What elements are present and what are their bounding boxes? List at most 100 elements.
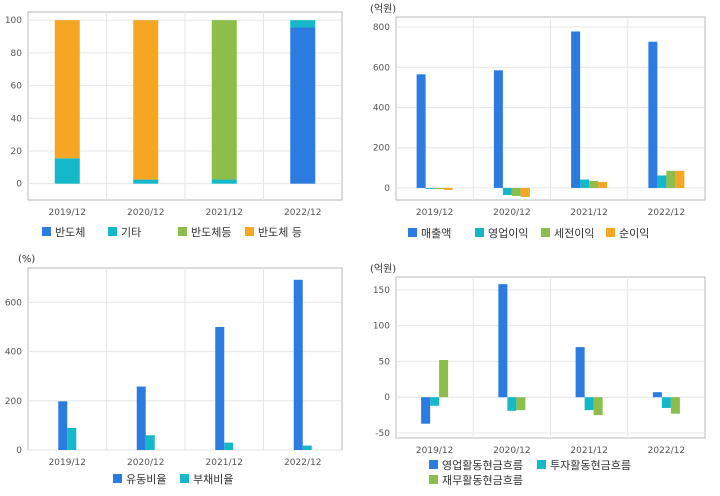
- y-tick-label: 400: [5, 348, 22, 358]
- legend-swatch: [475, 228, 484, 237]
- legend-label: 부채비율: [193, 473, 233, 486]
- x-tick-label: 2021/12: [206, 208, 243, 218]
- bar: [598, 181, 608, 188]
- bar: [675, 170, 685, 188]
- bar: [211, 179, 237, 184]
- legend-label: 반도체 등: [258, 226, 302, 239]
- bar: [493, 70, 503, 188]
- bar: [648, 41, 658, 188]
- y-tick-label: 150: [373, 286, 390, 296]
- legend-swatch: [113, 474, 122, 483]
- legend-swatch: [42, 227, 51, 236]
- bar: [507, 397, 517, 411]
- unit-label: (억원): [370, 3, 396, 15]
- bar: [224, 442, 234, 450]
- legend-label: 반도체등: [191, 226, 231, 239]
- bar: [589, 180, 599, 188]
- bar: [661, 397, 671, 408]
- legend-label: 영업활동현금흐름: [442, 458, 523, 472]
- bar: [520, 187, 530, 197]
- bar: [511, 187, 521, 196]
- y-tick-label: 60: [11, 82, 23, 92]
- bar: [498, 284, 508, 398]
- legend-label: 유동비율: [126, 473, 166, 486]
- y-tick-label: 0: [16, 446, 22, 456]
- bar: [67, 427, 77, 450]
- y-tick-label: 0: [384, 393, 390, 403]
- x-tick-label: 2020/12: [493, 446, 530, 456]
- x-tick-label: 2020/12: [493, 208, 530, 218]
- legend-label: 세전이익: [554, 227, 594, 240]
- legend-label: 투자활동현금흐름: [550, 458, 631, 472]
- legend-swatch: [178, 227, 187, 236]
- y-tick-label: -50: [375, 429, 390, 439]
- y-tick-label: 0: [384, 184, 390, 194]
- legend-swatch: [429, 460, 438, 469]
- bar: [290, 27, 316, 184]
- bar: [215, 327, 225, 450]
- bar: [516, 397, 526, 411]
- bar: [145, 435, 155, 450]
- bar: [434, 187, 444, 189]
- y-tick-label: 600: [5, 298, 22, 308]
- x-tick-label: 2019/12: [49, 458, 86, 468]
- legend-label: 반도체: [55, 226, 85, 239]
- bar: [136, 386, 146, 450]
- x-tick-label: 2019/12: [416, 446, 453, 456]
- bar: [439, 360, 449, 398]
- x-tick-label: 2022/12: [284, 208, 321, 218]
- y-tick-label: 50: [379, 357, 391, 367]
- y-tick-label: 200: [5, 397, 22, 407]
- legend-swatch: [245, 227, 254, 236]
- bar: [421, 397, 431, 424]
- x-tick-label: 2021/12: [570, 446, 607, 456]
- bar: [133, 20, 159, 180]
- legend-swatch: [108, 227, 117, 236]
- bar: [416, 74, 426, 188]
- bar: [290, 20, 316, 28]
- bar: [666, 170, 676, 188]
- bar: [584, 397, 594, 411]
- bar: [580, 179, 590, 188]
- legend-swatch: [541, 228, 550, 237]
- legend-label: 매출액: [421, 227, 451, 240]
- y-tick-label: 800: [373, 23, 390, 33]
- chart-ratios: 0 200 400 600 (%) 2019/12 2020/12 2021/12 2022/1…: [5, 254, 343, 486]
- y-tick-label: 400: [373, 103, 390, 113]
- y-tick-label: 0: [16, 180, 22, 190]
- bar: [425, 187, 435, 189]
- bar: [58, 401, 68, 450]
- y-tick-label: 100: [373, 322, 390, 332]
- y-tick-label: 100: [5, 16, 22, 26]
- bar: [652, 392, 662, 398]
- x-tick-label: 2019/12: [416, 208, 453, 218]
- y-tick-label: 200: [373, 144, 390, 154]
- bar: [443, 187, 453, 190]
- legend-label: 기타: [121, 226, 141, 239]
- legend-label: 영업이익: [488, 227, 528, 240]
- legend-swatch: [180, 474, 189, 483]
- y-tick-label: 600: [373, 63, 390, 73]
- bar: [657, 175, 667, 188]
- chart-cashflow: -50 0 50 100 150 (억원) 2019/12 2020/12 2021/12 202…: [370, 263, 706, 487]
- x-tick-label: 2022/12: [648, 446, 685, 456]
- x-tick-label: 2020/12: [127, 208, 164, 218]
- bar: [670, 397, 680, 414]
- y-tick-label: 80: [11, 49, 23, 59]
- y-tick-label: 20: [11, 147, 23, 157]
- legend-swatch: [606, 228, 615, 237]
- bar: [593, 397, 603, 416]
- chart-composition: 0 20 40 60 80 100 2019/12 2020/12 2021/12 2022/12…: [5, 11, 343, 239]
- y-tick-label: 40: [11, 114, 23, 124]
- x-tick-label: 2022/12: [284, 458, 321, 468]
- unit-label: (억원): [370, 263, 396, 275]
- bar: [54, 20, 80, 159]
- bar: [54, 158, 80, 184]
- legend-label: 순이익: [619, 227, 649, 240]
- bar: [502, 187, 512, 195]
- bar: [302, 445, 312, 450]
- bar: [430, 397, 440, 406]
- legend-swatch: [429, 475, 438, 484]
- legend-swatch: [408, 228, 417, 237]
- unit-label: (%): [18, 254, 35, 265]
